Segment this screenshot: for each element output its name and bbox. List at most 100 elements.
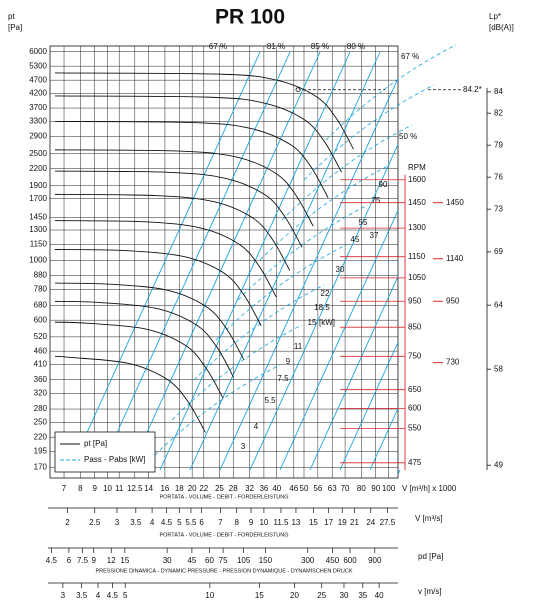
lp-tick-label: 82	[494, 108, 503, 117]
axis-unit: V [m³/s]	[415, 514, 443, 523]
tick-label: 15	[309, 518, 318, 527]
tick-label: 3	[61, 591, 66, 600]
tick-label: 5.5	[185, 518, 197, 527]
power-unit: [kW]	[319, 318, 335, 327]
rpm-tick-label: 1050	[408, 273, 426, 282]
lp-point-label: 84.2*	[463, 85, 482, 94]
x-axis-caption: PORTATA - VOLUME - DEBIT - FORDERLEISTUN…	[159, 494, 288, 500]
fan-curve	[54, 149, 314, 227]
y-axis-label: [Pa]	[8, 23, 22, 32]
x-tick-label: 12.5	[127, 484, 143, 493]
rpm-marker-label: 950	[446, 296, 460, 305]
x-tick-label: 63	[328, 484, 337, 493]
y-tick-label: 1300	[29, 225, 47, 234]
y-tick-label: 600	[34, 315, 48, 324]
x-tick-label: 56	[313, 484, 322, 493]
fan-curve	[54, 321, 224, 399]
legend-label: pt [Pa]	[84, 439, 107, 448]
x-tick-label: 28	[229, 484, 238, 493]
power-label: 4	[254, 422, 259, 431]
rpm-marker-label: 730	[446, 358, 460, 367]
fan-curve	[54, 282, 245, 360]
efficiency-line	[249, 144, 399, 471]
rpm-tick-label: 1450	[408, 198, 426, 207]
x-axis-unit: V [m³/h] x 1000	[402, 484, 457, 493]
tick-label: 19	[338, 518, 347, 527]
x-tick-label: 100	[382, 484, 396, 493]
rpm-tick-label: 1600	[408, 175, 426, 184]
y-tick-label: 195	[34, 446, 48, 455]
power-curve	[171, 324, 303, 421]
tick-label: 6	[199, 518, 204, 527]
x-tick-label: 10	[103, 484, 112, 493]
lp-tick-label: 73	[494, 204, 503, 213]
tick-label: 9	[249, 518, 254, 527]
lp-tick-label: 58	[494, 364, 503, 373]
x-tick-label: 8	[78, 484, 83, 493]
y-tick-label: 280	[34, 404, 48, 413]
lp-tick-label: 49	[494, 460, 503, 469]
x-tick-label: 80	[357, 484, 366, 493]
efficiency-line	[279, 210, 399, 471]
y-tick-label: 360	[34, 375, 48, 384]
efficiency-line	[99, 51, 291, 471]
tick-label: 105	[237, 556, 251, 565]
tick-label: 3.5	[76, 591, 88, 600]
rpm-tick-label: 650	[408, 385, 422, 394]
rpm-tick-label: 600	[408, 403, 422, 412]
fan-curve	[54, 193, 291, 271]
efficiency-line	[397, 469, 401, 475]
x-tick-label: 50	[300, 484, 309, 493]
x-tick-label: 40	[272, 484, 281, 493]
y-tick-label: 880	[34, 271, 48, 280]
power-label: 90	[379, 180, 388, 189]
tick-label: 5	[123, 591, 128, 600]
efficiency-label: 50 %	[399, 132, 417, 141]
tick-label: 900	[368, 556, 382, 565]
tick-label: 5	[177, 518, 182, 527]
power-label: 7.5	[277, 374, 289, 383]
lp-axis-label: [dB(A)]	[489, 23, 514, 32]
power-label: 11	[294, 342, 303, 351]
power-label: 55	[359, 218, 368, 227]
x-tick-label: 22	[199, 484, 208, 493]
tick-label: 15	[120, 556, 129, 565]
x-tick-label: 7	[62, 484, 67, 493]
y-tick-label: 4700	[29, 75, 47, 84]
x-tick-label: 90	[371, 484, 380, 493]
x-tick-label: 36	[259, 484, 268, 493]
y-tick-label: 520	[34, 332, 48, 341]
tick-label: 9	[91, 556, 96, 565]
tick-label: 20	[290, 591, 299, 600]
x-tick-label: 18	[175, 484, 184, 493]
y-tick-label: 680	[34, 301, 48, 310]
y-tick-label: 320	[34, 389, 48, 398]
tick-label: 25	[317, 591, 326, 600]
rpm-tick-label: 1300	[408, 223, 426, 232]
lp-axis-label: Lp*	[489, 12, 501, 21]
fan-curve	[54, 120, 329, 198]
efficiency-label: 80 %	[347, 42, 365, 51]
y-tick-label: 6000	[29, 47, 47, 56]
tick-label: 3	[115, 518, 120, 527]
rpm-tick-label: 950	[408, 296, 422, 305]
efficiency-line	[309, 276, 399, 471]
tick-label: 12	[107, 556, 116, 565]
tick-label: 17	[324, 518, 333, 527]
tick-label: 6	[67, 556, 72, 565]
tick-label: 4	[96, 591, 101, 600]
power-label: 30	[336, 265, 345, 274]
y-tick-label: 2500	[29, 149, 47, 158]
rpm-tick-label: 1150	[408, 252, 426, 261]
efficiency-line	[129, 51, 321, 471]
power-curve	[303, 84, 435, 181]
y-tick-label: 3300	[29, 117, 47, 126]
efficiency-label: 81 %	[267, 42, 285, 51]
power-label: 45	[351, 235, 360, 244]
rpm-marker-label: 1140	[446, 254, 464, 263]
y-tick-label: 2900	[29, 132, 47, 141]
axis-caption: PORTATA - VOLUME - DEBIT - FORDERLEISTUN…	[159, 532, 288, 538]
x-tick-label: 25	[215, 484, 224, 493]
efficiency-line	[219, 78, 399, 471]
